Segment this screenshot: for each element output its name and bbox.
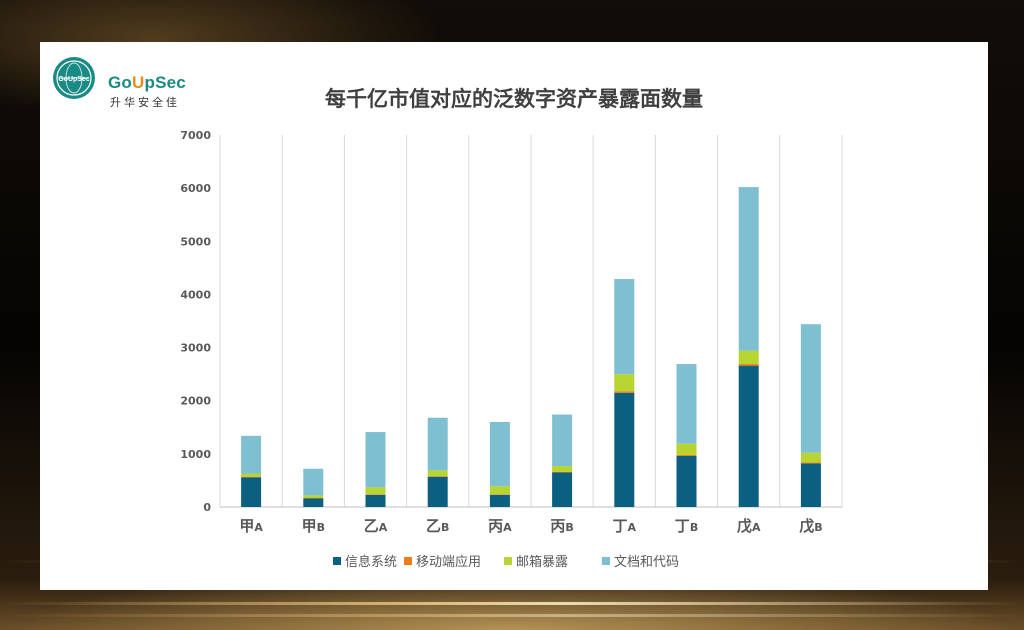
bar-segment: [365, 487, 386, 495]
bar-segment: [738, 364, 759, 366]
bar-segment: [614, 374, 635, 392]
bar-segment: [552, 414, 573, 467]
bar-segment: [738, 365, 759, 507]
x-tick-label: 丁A: [613, 517, 637, 535]
y-tick-label: 6000: [180, 182, 211, 195]
y-tick-label: 3000: [180, 342, 211, 355]
gold-streak: [0, 614, 1024, 617]
grid-lines: [219, 135, 843, 508]
legend-label: 信息系统: [345, 554, 397, 570]
bar-segment: [303, 468, 324, 496]
x-tick-label: 丙B: [550, 517, 573, 535]
legend-swatch: [602, 557, 610, 565]
x-tick-label: 戊A: [737, 517, 761, 535]
bar-segment: [800, 324, 821, 453]
brand-name-cn: 升华安全佳: [110, 96, 180, 109]
bar-segment: [241, 477, 262, 507]
x-tick-label: 丙A: [488, 517, 512, 535]
legend-label: 邮箱暴露: [516, 554, 568, 570]
legend-swatch: [504, 557, 512, 565]
bar-segment: [676, 454, 697, 456]
bar-segment: [489, 494, 510, 507]
bar-segment: [552, 472, 573, 507]
x-tick-label: 戊B: [799, 517, 822, 535]
x-tick-label: 甲B: [302, 517, 325, 535]
bar-segment: [427, 476, 448, 477]
bar-segment: [489, 486, 510, 495]
legend-swatch: [404, 557, 412, 565]
y-tick-label: 1000: [180, 448, 211, 461]
brand-logo: GoUpSec GoUpSec 升华安全佳: [52, 56, 192, 109]
bar-segment: [676, 364, 697, 444]
bar-segment: [614, 279, 635, 375]
chart-title: 每千亿市值对应的泛数字资产暴露面数量: [325, 87, 703, 111]
bar-segment: [552, 471, 573, 473]
bar-segment: [241, 435, 262, 474]
bar-segment: [489, 494, 510, 495]
x-axis: 甲A 甲B 乙A 乙B 丙A 丙B 丁A 丁B 戊A 戊B: [239, 517, 822, 535]
bar-segment: [241, 476, 262, 478]
stacked-bar-chart: 每千亿市值对应的泛数字资产暴露面数量 0 1000 2000 3000 4000 5000…: [180, 87, 843, 570]
globe-seal-icon: GoUpSec: [53, 57, 95, 99]
brand-name: GoUpSec: [108, 73, 186, 92]
bar-segment: [489, 421, 510, 487]
bar-segment: [303, 495, 324, 498]
x-tick-label: 乙B: [426, 517, 449, 535]
bar-segment: [552, 466, 573, 472]
bar-segment: [800, 452, 821, 463]
x-tick-label: 甲A: [239, 517, 263, 535]
slide-card: GoUpSec GoUpSec 升华安全佳 每千亿市值对应的泛数字资产暴露面数量…: [40, 42, 988, 590]
y-tick-label: 2000: [180, 395, 211, 408]
legend-swatch: [333, 557, 341, 565]
legend: 信息系统 移动端应用 邮箱暴露 文档和代码: [333, 554, 679, 570]
bar-segment: [365, 494, 386, 507]
bar-segment: [800, 462, 821, 464]
bar-segment: [738, 350, 759, 365]
y-axis: 0 1000 2000 3000 4000 5000 6000 7000: [180, 129, 211, 514]
legend-label: 移动端应用: [416, 554, 481, 570]
bar-segment: [303, 497, 324, 499]
bar-segment: [738, 187, 759, 351]
bar-segment: [800, 463, 821, 507]
bars: [241, 187, 821, 507]
bar-segment: [303, 498, 324, 507]
bar-segment: [676, 443, 697, 455]
logo-seal-text: GoUpSec: [58, 76, 90, 83]
bar-segment: [365, 432, 386, 488]
bar-segment: [614, 392, 635, 507]
bar-segment: [676, 455, 697, 507]
bar-segment: [241, 473, 262, 477]
legend-label: 文档和代码: [614, 555, 679, 570]
bar-segment: [365, 494, 386, 495]
bar-segment: [427, 417, 448, 471]
bar-segment: [614, 391, 635, 393]
bar-segment: [427, 476, 448, 507]
y-tick-label: 5000: [180, 235, 211, 248]
x-tick-label: 乙A: [364, 517, 388, 535]
y-tick-label: 0: [203, 501, 211, 514]
x-tick-label: 丁B: [675, 517, 698, 535]
y-tick-label: 4000: [180, 288, 211, 301]
gold-streak: [0, 602, 1024, 605]
bar-segment: [427, 470, 448, 477]
y-tick-label: 7000: [180, 129, 211, 142]
